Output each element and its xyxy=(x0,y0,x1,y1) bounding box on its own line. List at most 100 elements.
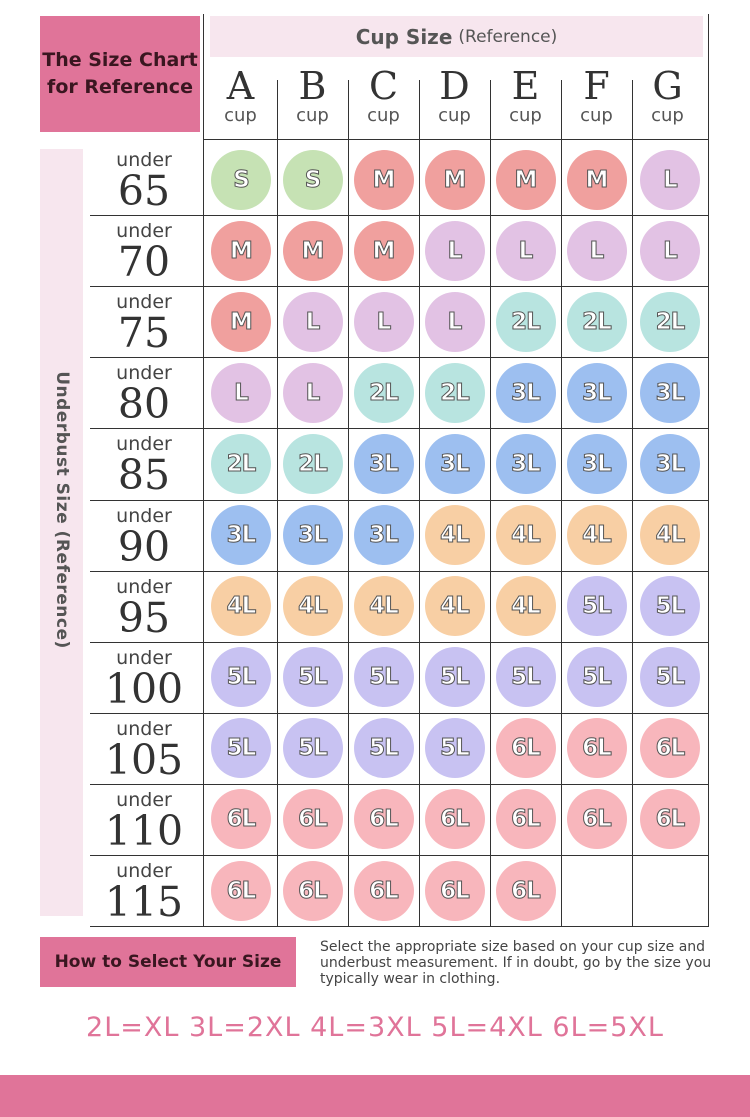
grid-line-col xyxy=(490,80,491,927)
under-word: under xyxy=(116,291,172,314)
size-badge: 5L xyxy=(211,718,271,779)
size-badge: S xyxy=(211,149,271,210)
size-badge: 6L xyxy=(495,718,556,779)
size-badge: 2L xyxy=(353,362,414,423)
under-word: under xyxy=(116,717,172,740)
underbust-row-label: under 100 xyxy=(90,648,198,710)
size-badge: L xyxy=(424,291,485,352)
cup-word: cup xyxy=(296,105,329,126)
underbust-value: 110 xyxy=(104,806,184,855)
under-word: under xyxy=(116,362,172,385)
underbust-value: 115 xyxy=(104,878,184,926)
size-badge: 4L xyxy=(640,505,700,566)
under-word: under xyxy=(116,788,172,811)
underbust-row-label: under 70 xyxy=(90,221,198,283)
underbust-row-label: under 90 xyxy=(90,506,198,568)
size-badge: 2L xyxy=(640,291,700,352)
size-badge: 4L xyxy=(282,576,343,637)
grid-line-row xyxy=(90,712,709,714)
cup-word: cup xyxy=(367,105,400,126)
size-badge: 4L xyxy=(495,576,556,637)
size-badge: 6L xyxy=(282,789,343,850)
how-to-select-title: How to Select Your Size xyxy=(54,952,282,972)
size-badge: L xyxy=(640,149,700,210)
cup-letter: F xyxy=(583,64,610,108)
cup-letter: G xyxy=(652,64,683,108)
size-badge: 6L xyxy=(353,860,414,921)
underbust-value: 65 xyxy=(117,167,171,215)
underbust-value: 70 xyxy=(117,238,171,287)
size-badge: 6L xyxy=(424,860,485,921)
size-badge: 4L xyxy=(424,505,485,566)
how-to-select-text: Select the appropriate size based on you… xyxy=(320,939,712,987)
grid-line-row xyxy=(90,357,709,359)
underbust-row-label: under 105 xyxy=(90,719,198,781)
size-badge: 6L xyxy=(424,789,485,850)
size-badge: 6L xyxy=(640,718,700,779)
size-badge: 3L xyxy=(495,362,556,423)
grid-line-header xyxy=(203,139,709,140)
cup-size-label: Cup Size xyxy=(355,24,453,49)
size-badge: 6L xyxy=(211,789,271,850)
size-badge: 5L xyxy=(211,647,271,708)
size-badge: L xyxy=(282,362,343,423)
size-badge: 3L xyxy=(353,505,414,566)
size-badge: 5L xyxy=(353,647,414,708)
underbust-row-label: under 65 xyxy=(90,150,198,212)
cup-word: cup xyxy=(438,105,471,126)
size-badge: L xyxy=(640,220,700,281)
cup-size-sub: (Reference) xyxy=(458,26,558,47)
grid-line-right xyxy=(708,14,709,927)
size-badge: 2L xyxy=(211,433,271,494)
cup-letter: C xyxy=(368,64,399,108)
size-badge: 6L xyxy=(495,860,556,921)
chart-title: The Size Chart for Reference xyxy=(42,49,198,98)
grid-line-row xyxy=(90,926,709,928)
underbust-value: 75 xyxy=(117,309,171,358)
size-badge: 5L xyxy=(566,576,627,637)
cup-size-header: Cup Size (Reference) xyxy=(210,16,703,57)
size-badge: L xyxy=(211,362,271,423)
underbust-row-label: under 110 xyxy=(90,790,198,852)
size-badge: 6L xyxy=(211,860,271,921)
underbust-header: Underbust Size (Reference) xyxy=(52,371,72,649)
size-badge: 5L xyxy=(495,647,556,708)
grid-line-row xyxy=(90,286,709,288)
cup-letter: D xyxy=(439,64,470,108)
size-badge: L xyxy=(282,291,343,352)
footer-bar xyxy=(0,1075,750,1117)
grid-line-left xyxy=(203,14,204,927)
grid-line-col xyxy=(348,80,349,927)
size-badge: 6L xyxy=(566,789,627,850)
size-badge: M xyxy=(211,220,271,281)
how-to-select-box: How to Select Your Size xyxy=(40,937,296,987)
size-badge: 5L xyxy=(424,718,485,779)
size-badge: 3L xyxy=(282,505,343,566)
cup-letter: B xyxy=(298,64,327,108)
underbust-row-label: under 115 xyxy=(90,861,198,923)
grid-line-col xyxy=(632,80,633,927)
size-badge: 4L xyxy=(211,576,271,637)
cup-letter: E xyxy=(511,64,540,108)
size-badge: 3L xyxy=(566,362,627,423)
size-badge: 5L xyxy=(640,576,700,637)
size-badge: 6L xyxy=(495,789,556,850)
size-badge: 6L xyxy=(282,860,343,921)
grid-line-row xyxy=(90,215,709,217)
grid-line-row xyxy=(90,499,709,501)
underbust-side-bar xyxy=(40,149,83,916)
size-legend: 2L=XL 3L=2XL 4L=3XL 5L=4XL 6L=5XL xyxy=(86,1012,664,1043)
size-badge: 3L xyxy=(495,433,556,494)
size-badge: 3L xyxy=(424,433,485,494)
size-badge: 3L xyxy=(353,433,414,494)
underbust-value: 80 xyxy=(117,380,171,429)
size-badge: 3L xyxy=(640,433,700,494)
size-badge: 3L xyxy=(640,362,700,423)
size-badge: 2L xyxy=(566,291,627,352)
size-badge: M xyxy=(353,149,414,210)
